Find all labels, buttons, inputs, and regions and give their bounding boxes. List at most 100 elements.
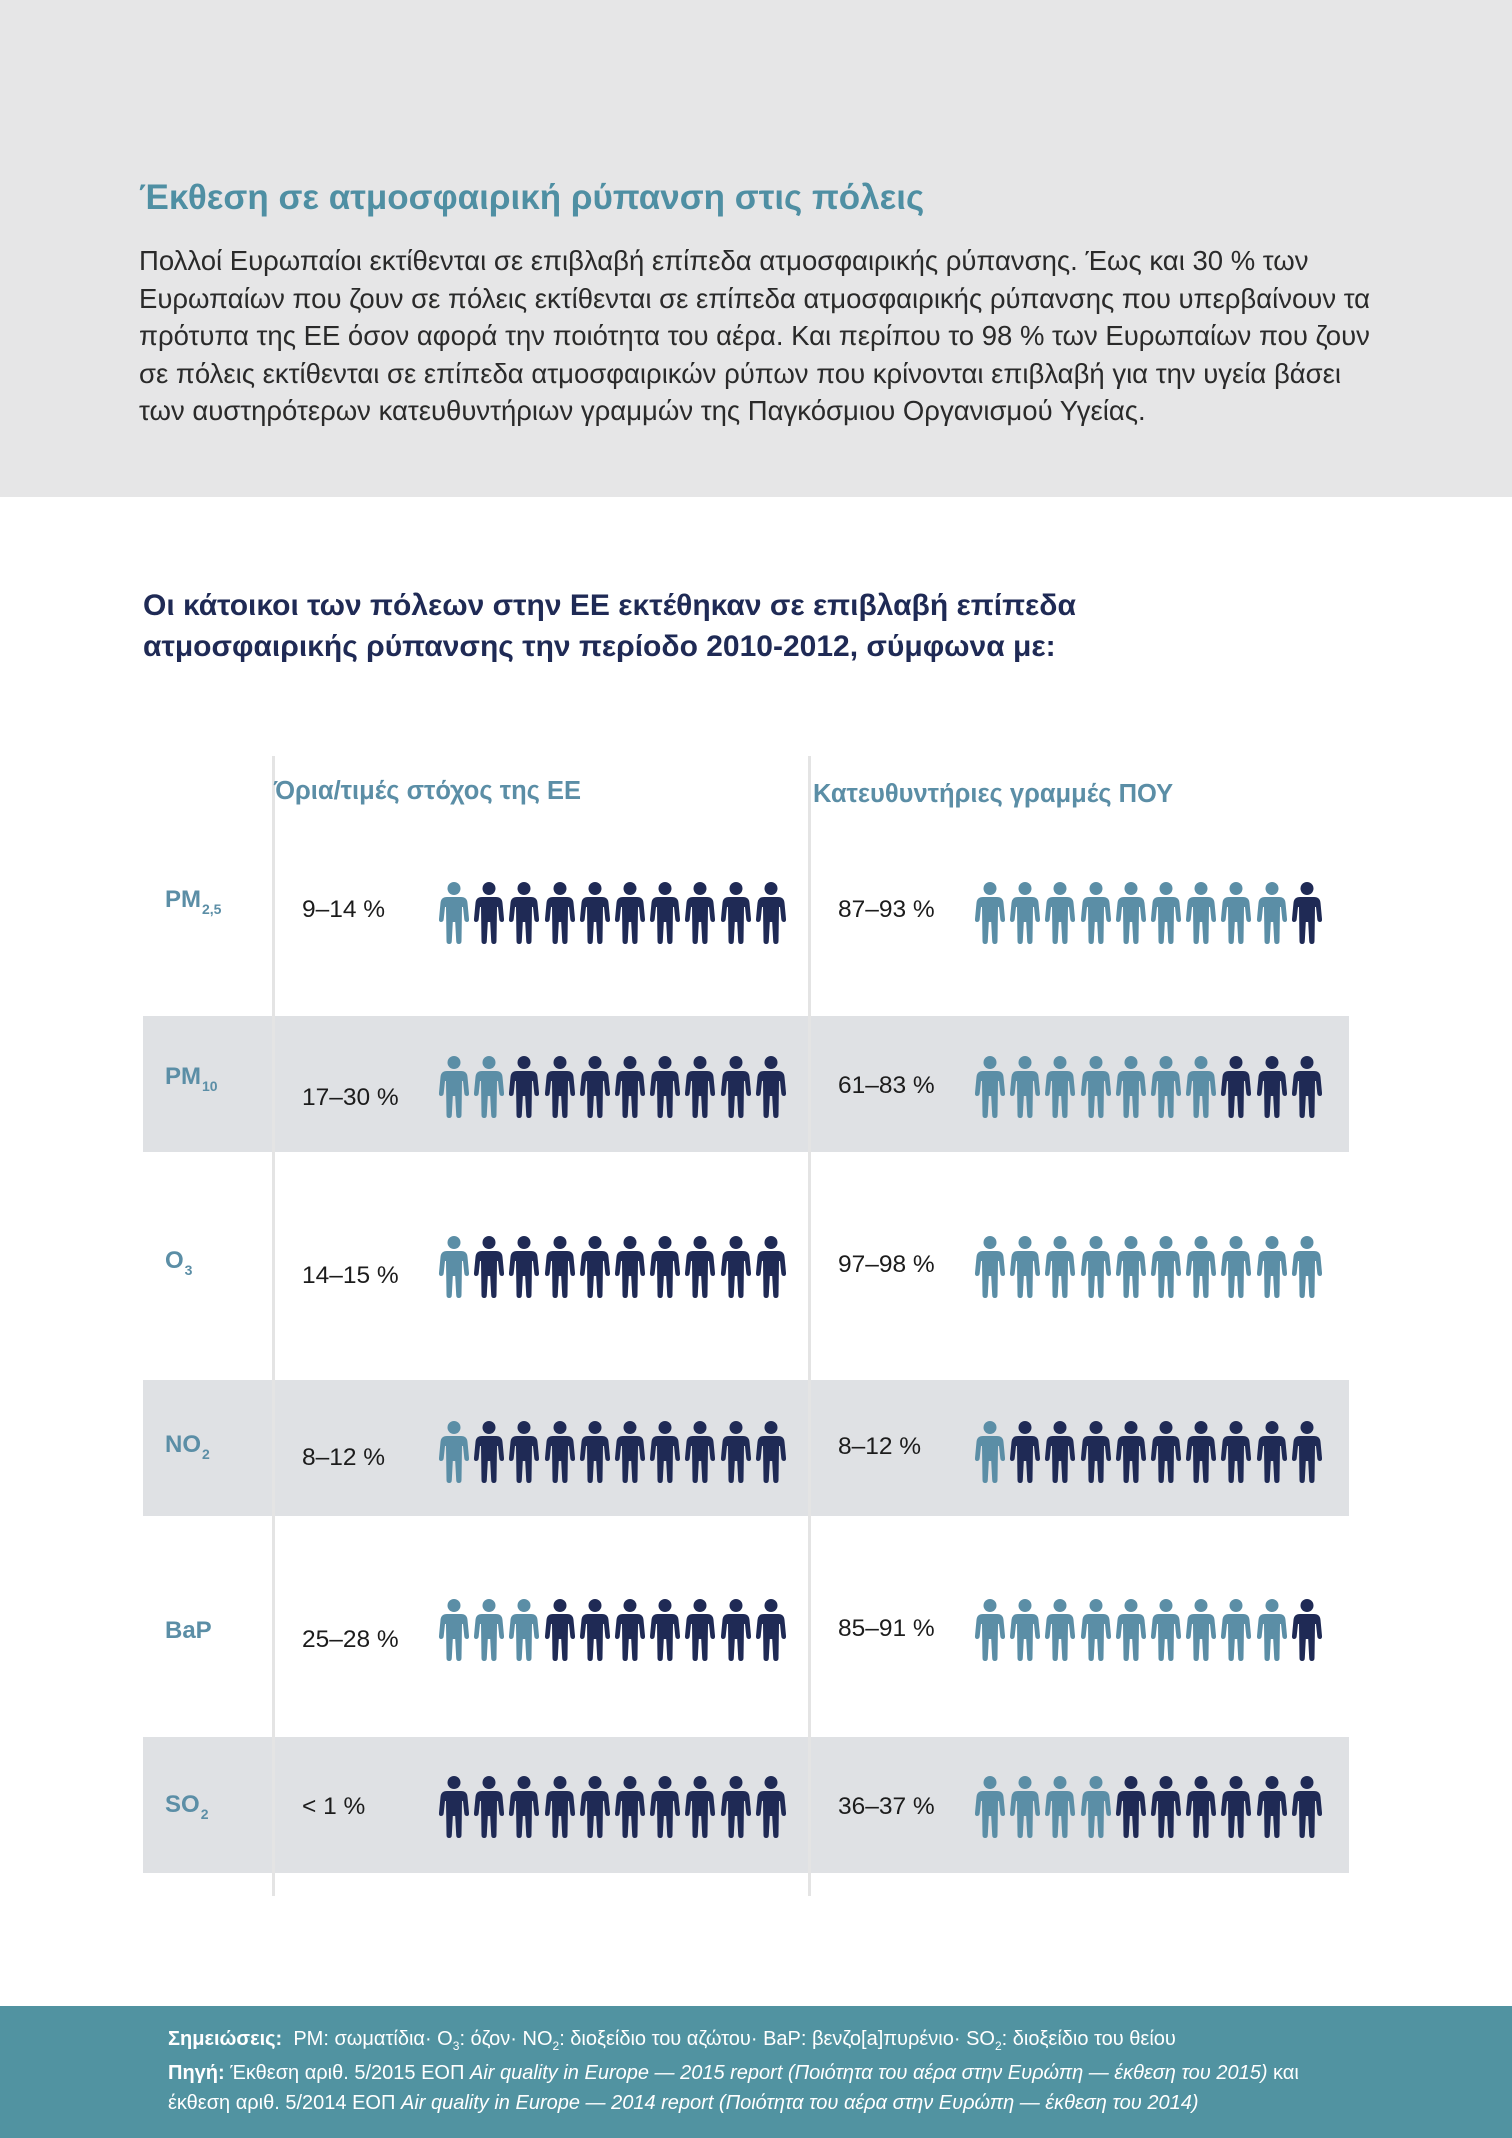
person-icon: [509, 1776, 540, 1838]
eu-people-icons: [438, 1236, 787, 1298]
person-icon: [1221, 1421, 1252, 1483]
person-icon: [720, 1776, 751, 1838]
person-icon: [1256, 1421, 1287, 1483]
person-icon: [1045, 1776, 1076, 1838]
who-people-icons: [974, 1236, 1323, 1298]
person-icon: [1045, 1236, 1076, 1298]
person-icon: [1291, 1421, 1322, 1483]
person-icon: [720, 1056, 751, 1118]
person-icon: [685, 1236, 716, 1298]
person-icon: [579, 1236, 610, 1298]
person-icon: [685, 1599, 716, 1661]
eu-percentage: 8–12 %: [302, 1444, 386, 1471]
person-icon: [438, 1599, 470, 1661]
person-icon: [579, 1599, 610, 1661]
person-icon: [755, 882, 786, 944]
person-icon: [1010, 1236, 1041, 1298]
person-icon: [974, 1056, 1006, 1118]
person-icon: [474, 882, 505, 944]
eu-people-icons: [438, 1056, 787, 1118]
person-icon: [650, 1599, 681, 1661]
person-icon: [1080, 1236, 1111, 1298]
person-icon: [1080, 1599, 1111, 1661]
person-icon: [1150, 1236, 1182, 1298]
person-icon: [438, 882, 470, 944]
who-people-icons: [974, 1599, 1323, 1661]
person-icon: [1045, 1599, 1076, 1661]
person-icon: [1150, 882, 1182, 944]
person-icon: [685, 1776, 716, 1838]
person-icon: [509, 1056, 540, 1118]
person-icon: [1115, 1056, 1146, 1118]
person-icon: [1186, 1421, 1217, 1483]
column-divider-middle: [808, 756, 811, 1896]
person-icon: [1010, 1056, 1041, 1118]
person-icon: [614, 1599, 646, 1661]
person-icon: [1221, 1776, 1252, 1838]
person-icon: [438, 1056, 470, 1118]
person-icon: [755, 1776, 786, 1838]
person-icon: [1045, 1056, 1076, 1118]
eu-people-icons: [438, 882, 787, 944]
person-icon: [1291, 1056, 1322, 1118]
pollutant-label: O3: [165, 1247, 193, 1278]
eu-percentage: 9–14 %: [302, 896, 386, 923]
person-icon: [1080, 1776, 1111, 1838]
page-title: Έκθεση σε ατμοσφαιρική ρύπανση στις πόλε…: [139, 178, 925, 217]
person-icon: [544, 882, 575, 944]
person-icon: [1115, 1599, 1146, 1661]
person-icon: [438, 1776, 470, 1838]
person-icon: [474, 1599, 505, 1661]
person-icon: [438, 1236, 470, 1298]
person-icon: [1080, 882, 1111, 944]
person-icon: [1256, 1599, 1287, 1661]
pollutant-label: PM10: [165, 1063, 218, 1094]
pollutant-label: BaP: [165, 1617, 212, 1644]
person-icon: [1080, 1421, 1111, 1483]
person-icon: [1291, 882, 1322, 944]
person-icon: [1150, 1776, 1182, 1838]
person-icon: [509, 1236, 540, 1298]
person-icon: [614, 1056, 646, 1118]
person-icon: [509, 1599, 540, 1661]
person-icon: [1010, 882, 1041, 944]
eu-people-icons: [438, 1599, 787, 1661]
person-icon: [474, 1236, 505, 1298]
person-icon: [974, 1776, 1006, 1838]
person-icon: [614, 1421, 646, 1483]
person-icon: [974, 1599, 1006, 1661]
person-icon: [1186, 882, 1217, 944]
person-icon: [1186, 1056, 1217, 1118]
person-icon: [1221, 1236, 1252, 1298]
eu-people-icons: [438, 1421, 787, 1483]
person-icon: [650, 882, 681, 944]
person-icon: [544, 1236, 575, 1298]
who-percentage: 85–91 %: [838, 1615, 935, 1642]
notes-line: Σημειώσεις: PM: σωματίδια· O3: όζον· NO2…: [168, 2028, 1176, 2053]
person-icon: [685, 1056, 716, 1118]
who-percentage: 36–37 %: [838, 1793, 935, 1820]
person-icon: [685, 1421, 716, 1483]
person-icon: [1221, 1599, 1252, 1661]
who-people-icons: [974, 1421, 1323, 1483]
person-icon: [1291, 1599, 1322, 1661]
person-icon: [509, 882, 540, 944]
person-icon: [544, 1421, 575, 1483]
person-icon: [1291, 1236, 1322, 1298]
person-icon: [974, 1236, 1006, 1298]
person-icon: [1115, 882, 1146, 944]
eu-limits-column-header: Όρια/τιμές στόχος της ΕΕ: [274, 777, 582, 805]
eu-percentage: 25–28 %: [302, 1626, 399, 1653]
person-icon: [1010, 1599, 1041, 1661]
source-line-1: Πηγή: Έκθεση αριθ. 5/2015 ΕΟΠ Air qualit…: [168, 2062, 1299, 2084]
person-icon: [1186, 1776, 1217, 1838]
column-divider-left: [272, 756, 275, 1896]
person-icon: [579, 1056, 610, 1118]
person-icon: [474, 1421, 505, 1483]
person-icon: [614, 882, 646, 944]
person-icon: [438, 1421, 470, 1483]
person-icon: [755, 1599, 786, 1661]
person-icon: [614, 1236, 646, 1298]
person-icon: [755, 1421, 786, 1483]
person-icon: [579, 1421, 610, 1483]
